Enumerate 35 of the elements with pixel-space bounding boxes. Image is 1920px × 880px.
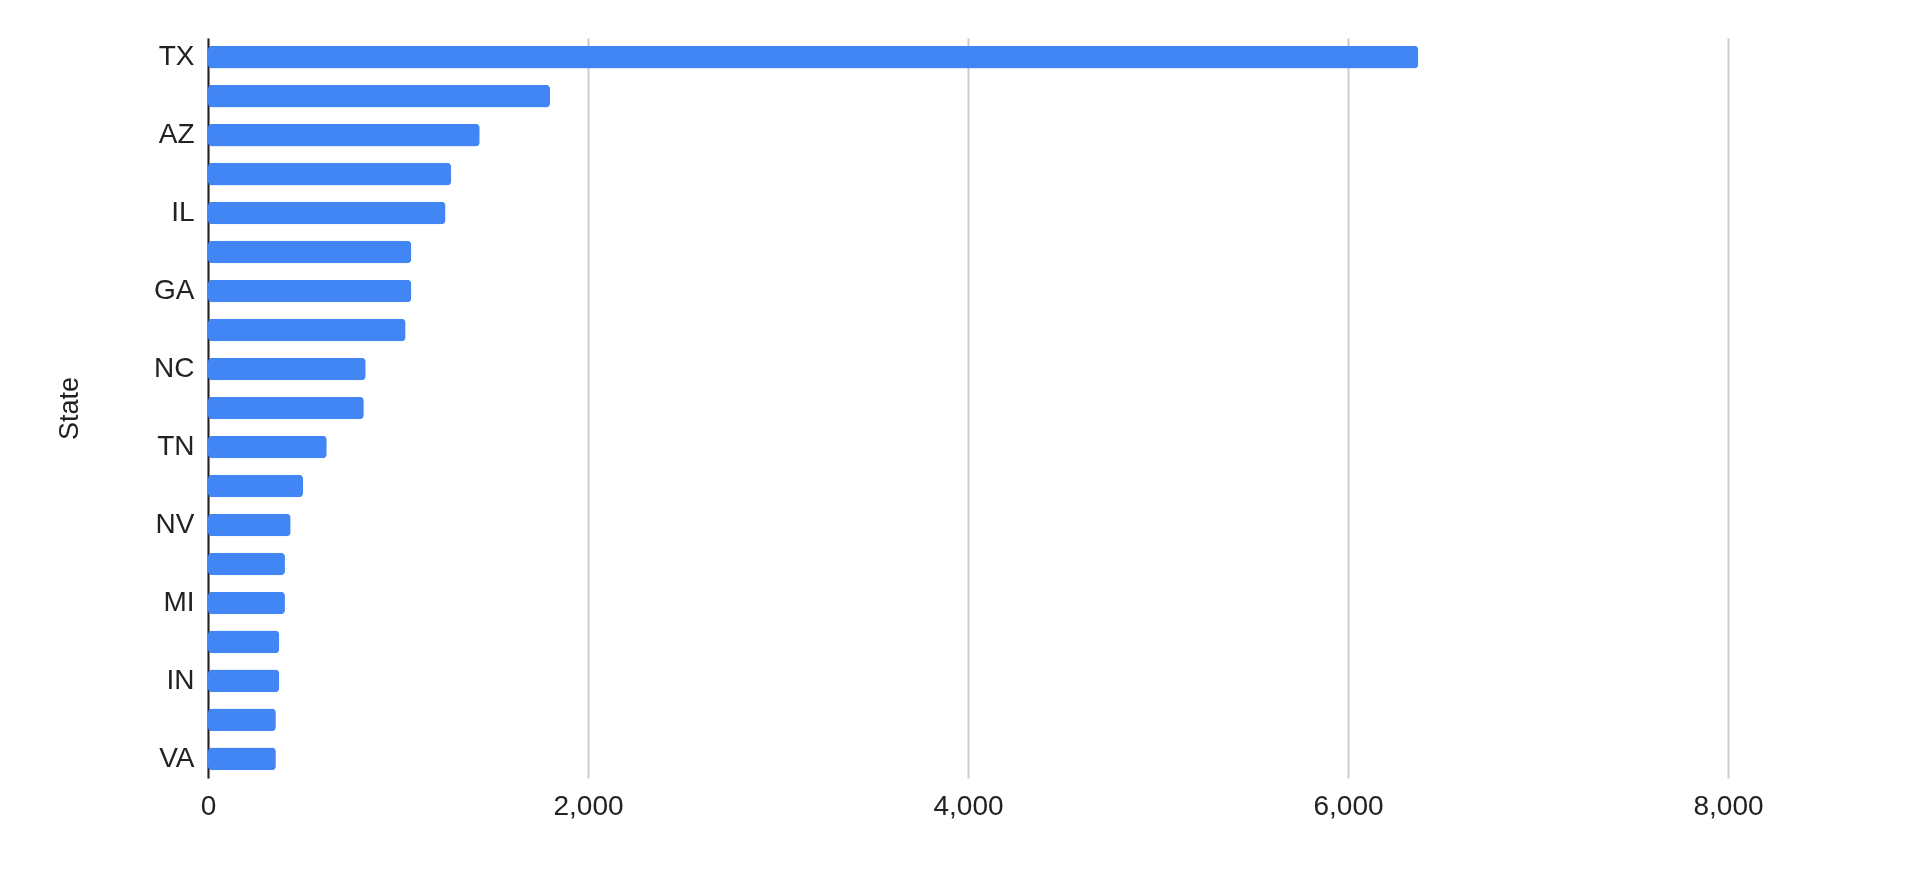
bar xyxy=(208,357,366,381)
x-tick-label: 0 xyxy=(200,789,217,821)
bar xyxy=(208,669,280,693)
bar xyxy=(208,240,412,264)
bar xyxy=(208,513,291,537)
bar xyxy=(208,45,1419,69)
y-tick-label: TN xyxy=(157,429,195,461)
bar xyxy=(208,84,550,108)
y-tick-label: TX xyxy=(158,40,195,72)
bar xyxy=(208,123,480,147)
bar xyxy=(208,747,276,771)
x-tick-label: 4,000 xyxy=(933,789,1004,821)
y-tick-label: MI xyxy=(163,585,195,617)
bar xyxy=(208,279,412,303)
bar xyxy=(208,591,285,615)
y-tick-label: IL xyxy=(171,196,195,228)
bar xyxy=(208,435,327,459)
x-tick-label: 6,000 xyxy=(1313,789,1384,821)
y-tick-label: NC xyxy=(154,352,195,384)
x-tick-label: 8,000 xyxy=(1693,789,1764,821)
y-tick-label: IN xyxy=(166,663,195,695)
bar xyxy=(208,162,452,186)
y-tick-label: GA xyxy=(154,274,195,306)
x-tick-label: 2,000 xyxy=(553,789,624,821)
y-tick-label: NV xyxy=(155,507,195,539)
bar xyxy=(208,474,303,498)
bar xyxy=(208,396,364,420)
y-axis-title: State xyxy=(54,376,85,441)
bar xyxy=(208,708,276,732)
bar xyxy=(208,630,280,654)
bar xyxy=(208,552,285,576)
bar xyxy=(208,201,446,225)
y-tick-label: VA xyxy=(159,741,195,773)
y-tick-label: AZ xyxy=(158,118,195,150)
bar xyxy=(208,318,406,342)
